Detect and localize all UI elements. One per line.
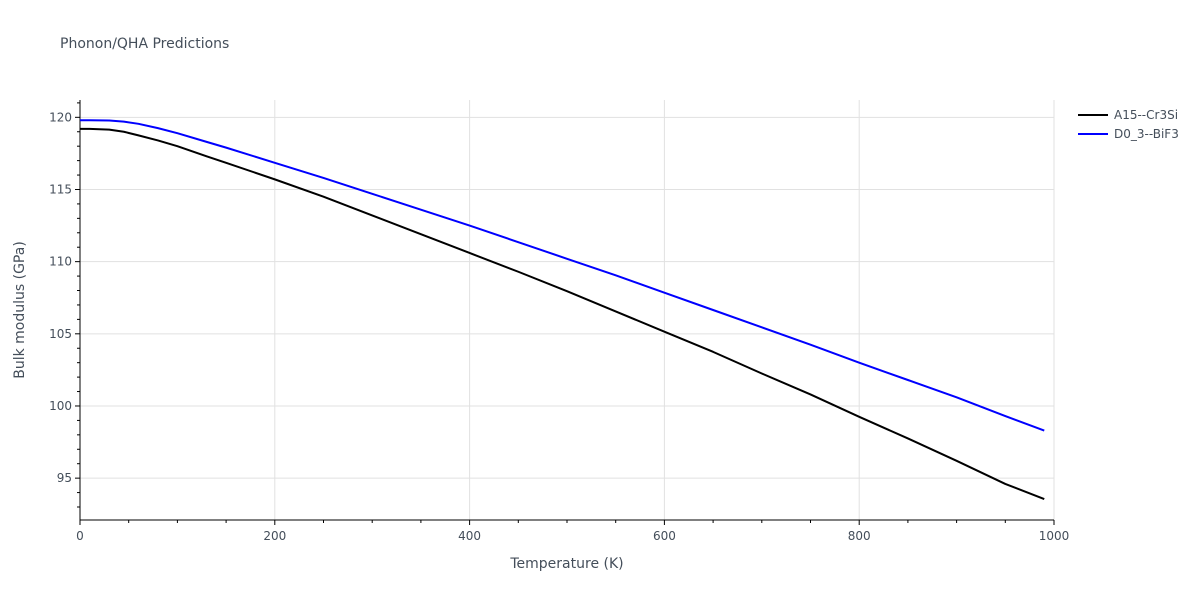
x-tick-label: 600 xyxy=(653,529,676,543)
series-layer xyxy=(80,119,1045,501)
y-tick-label: 110 xyxy=(49,255,72,269)
x-tick-label: 1000 xyxy=(1039,529,1070,543)
x-tick-label: 400 xyxy=(458,529,481,543)
y-tick-label: 100 xyxy=(49,399,72,413)
series-line-1 xyxy=(80,127,1045,501)
axis-layer: 0 200 400 600 800 1000 95 100 105 110 115 120 xyxy=(49,100,1069,543)
y-axis-title: Bulk modulus (GPa) xyxy=(12,241,28,379)
x-tick-label: 0 xyxy=(76,529,84,543)
legend-label: D0_3--BiF3 xyxy=(1114,127,1179,141)
series-line-2 xyxy=(80,119,1045,432)
grid-layer xyxy=(80,100,1055,520)
x-axis-title: Temperature (K) xyxy=(509,556,623,572)
chart-title: Phonon/QHA Predictions xyxy=(60,36,230,52)
y-tick-label: 120 xyxy=(49,110,72,124)
legend-layer: A15--Cr3Si D0_3--BiF3 xyxy=(1078,108,1179,141)
y-tick-label: 105 xyxy=(49,327,72,341)
y-tick-label: 95 xyxy=(57,471,72,485)
y-tick-label: 115 xyxy=(49,182,72,196)
x-tick-label: 200 xyxy=(263,529,286,543)
legend-label: A15--Cr3Si xyxy=(1114,108,1178,122)
x-tick-label: 800 xyxy=(848,529,871,543)
